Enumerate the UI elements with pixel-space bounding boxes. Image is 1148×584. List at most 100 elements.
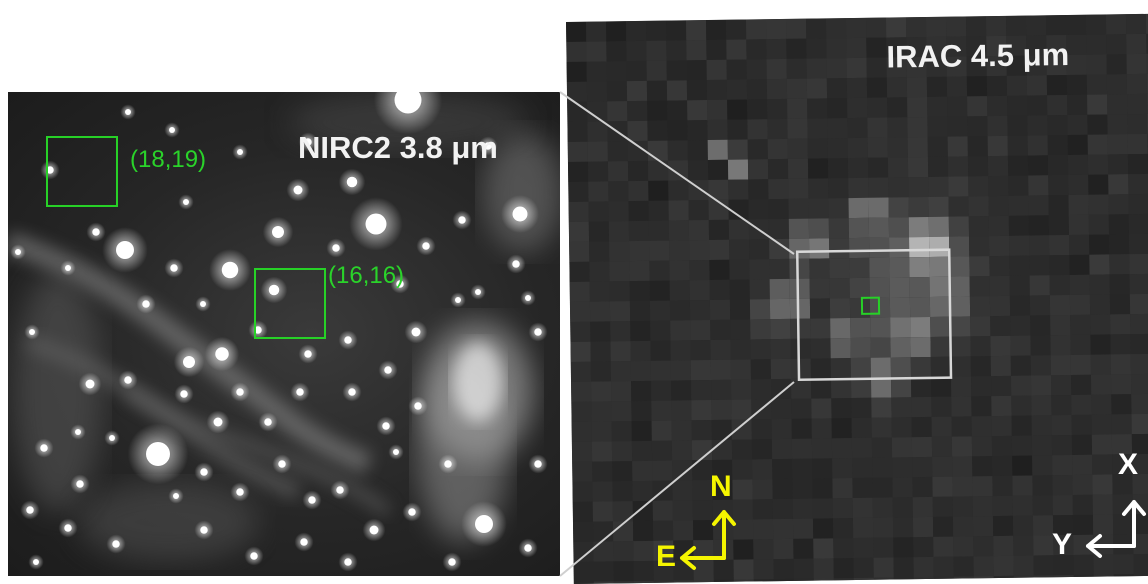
irac-pixel: [1048, 175, 1069, 196]
irac-pixel: [928, 176, 949, 197]
irac-pixel: [968, 216, 990, 237]
irac-pixel: [868, 217, 890, 238]
irac-pixel: [572, 461, 593, 482]
irac-pixel: [931, 436, 953, 457]
irac-pixel: [766, 38, 787, 60]
irac-pixel: [571, 381, 592, 402]
irac-pixel: [926, 56, 947, 77]
star: [116, 241, 134, 259]
irac-pixel: [706, 79, 728, 101]
irac-pixel: [926, 76, 948, 97]
irac-pixel: [912, 476, 933, 498]
irac-pixel: [813, 558, 834, 579]
irac-pixel: [631, 380, 652, 402]
irac-pixel: [790, 358, 812, 379]
irac-pixel: [631, 400, 652, 422]
star: [455, 297, 461, 303]
star: [365, 213, 387, 235]
irac-pixel: [569, 301, 591, 322]
irac-pixel: [1012, 515, 1034, 536]
irac-pixel: [992, 495, 1013, 517]
star: [422, 242, 430, 250]
irac-pixel: [846, 57, 867, 79]
irac-pixel: [947, 96, 968, 117]
irac-pixel: [687, 160, 709, 181]
irac-pixel: [710, 319, 731, 341]
irac-pixel: [953, 536, 974, 557]
irac-pixel: [872, 497, 893, 518]
irac-pixel: [928, 196, 949, 217]
irac-pixel: [633, 580, 655, 584]
irac-pixel: [649, 260, 670, 281]
irac-pixel: [566, 41, 587, 62]
irac-pixel: [632, 520, 654, 542]
irac-pixel: [1073, 534, 1094, 555]
irac-pixel: [966, 76, 988, 97]
irac-pixel: [990, 355, 1011, 377]
irac-pixel: [1129, 253, 1148, 275]
irac-pixel: [772, 498, 793, 520]
irac-pixel: [1088, 194, 1109, 215]
irac-pixel: [852, 477, 873, 499]
irac-pixel: [847, 157, 869, 179]
irac-pixel: [1053, 574, 1075, 584]
irac-pixel: [587, 101, 608, 122]
irac-pixel: [590, 321, 611, 342]
irac-pixel: [689, 300, 711, 321]
irac-pixel: [950, 356, 971, 377]
irac-pixel: [989, 295, 1011, 317]
star: [125, 109, 131, 115]
irac-pixel: [750, 339, 771, 360]
irac-pixel: [947, 136, 968, 157]
irac-pixel: [787, 118, 808, 139]
irac-pixel: [1126, 73, 1148, 95]
irac-pixel: [609, 241, 630, 262]
irac-pixel: [1033, 555, 1054, 576]
irac-pixel: [809, 258, 830, 279]
irac-pixel: [1029, 295, 1051, 316]
irac-pixel: [571, 421, 592, 442]
irac-pixel: [892, 497, 913, 518]
irac-pixel: [772, 478, 793, 500]
irac-pixel: [1085, 14, 1107, 35]
irac-pixel: [748, 179, 769, 200]
star: [448, 558, 456, 566]
irac-pixel: [573, 561, 594, 582]
irac-pixel: [667, 160, 689, 181]
irac-pixel: [831, 378, 852, 399]
irac-pixel: [670, 320, 691, 341]
irac-pixel: [591, 421, 612, 442]
star: [268, 284, 280, 296]
irac-pixel: [887, 137, 908, 158]
star: [393, 449, 399, 455]
irac-pixel: [771, 418, 792, 440]
irac-pixel: [767, 118, 788, 140]
irac-pixel: [1091, 414, 1112, 435]
irac-pixel: [1106, 54, 1127, 75]
star: [525, 295, 531, 301]
irac-pixel: [732, 479, 753, 500]
irac-pixel: [1050, 354, 1071, 376]
irac-pixel: [987, 95, 1008, 117]
star: [85, 379, 95, 389]
irac-pixel: [1088, 174, 1109, 195]
irac-pixel: [1125, 13, 1147, 35]
irac-pixel: [650, 320, 671, 341]
irac-pixel: [767, 158, 789, 180]
irac-pixel: [1049, 294, 1071, 316]
irac-pixel: [691, 380, 712, 401]
irac-pixel: [632, 460, 653, 482]
irac-pixel: [892, 477, 913, 498]
irac-pixel: [1049, 234, 1070, 256]
irac-pixel: [911, 436, 933, 458]
irac-pixel: [770, 338, 791, 360]
irac-pixel: [1069, 254, 1090, 275]
irac-pixel: [1131, 393, 1148, 415]
irac-pixel: [973, 536, 994, 557]
irac-pixel: [847, 97, 868, 119]
irac-pixel: [732, 499, 753, 520]
irac-pixel: [853, 577, 875, 584]
irac-pixel: [1113, 534, 1134, 555]
irac-pixel: [1049, 274, 1070, 296]
irac-pixel: [769, 238, 790, 260]
